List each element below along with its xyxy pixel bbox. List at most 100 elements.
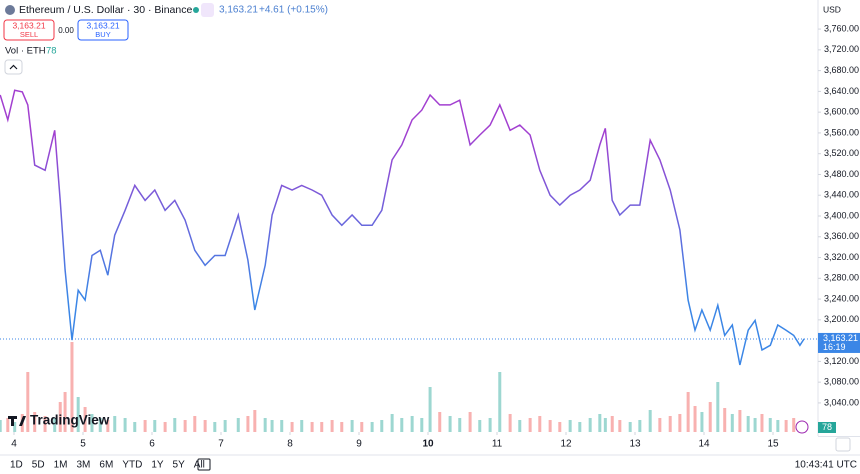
timeframe-button[interactable]: All bbox=[194, 460, 205, 471]
volume-bar bbox=[598, 414, 602, 432]
collapse-button[interactable] bbox=[4, 59, 23, 75]
timeframe-button[interactable]: YTD bbox=[122, 460, 142, 471]
volume-bar bbox=[310, 422, 314, 432]
volume-bar bbox=[776, 420, 780, 432]
volume-bar bbox=[58, 402, 62, 432]
volume-bar bbox=[738, 410, 742, 432]
volume-bar bbox=[213, 422, 217, 432]
y-tick-label: 3,120.00 bbox=[824, 356, 859, 366]
volume-bar bbox=[106, 420, 110, 432]
volume-bar bbox=[760, 414, 764, 432]
volume-bar bbox=[478, 420, 482, 432]
calendar-icon[interactable] bbox=[197, 458, 211, 471]
volume-bar bbox=[746, 416, 750, 432]
header-change: +4.61 (+0.15%) bbox=[259, 5, 328, 16]
x-tick-label: 15 bbox=[767, 439, 779, 450]
y-tick-label: 3,040.00 bbox=[824, 397, 859, 407]
x-tick-label: 11 bbox=[492, 439, 503, 450]
y-tick-label: 3,280.00 bbox=[824, 273, 859, 283]
x-tick-label: 8 bbox=[287, 439, 293, 450]
volume-bar bbox=[400, 418, 404, 432]
volume-bar bbox=[588, 418, 592, 432]
eth-icon bbox=[5, 5, 15, 15]
volume-bar bbox=[253, 410, 257, 432]
y-tick-label: 3,240.00 bbox=[824, 293, 859, 303]
y-tick-label: 3,640.00 bbox=[824, 86, 859, 96]
volume-bar bbox=[330, 420, 334, 432]
volume-bar bbox=[90, 414, 94, 432]
volume-bar bbox=[638, 420, 642, 432]
volume-bar bbox=[223, 420, 227, 432]
y-tick-label: 3,520.00 bbox=[824, 148, 859, 158]
y-tick-label: 3,440.00 bbox=[824, 190, 859, 200]
volume-bar bbox=[360, 422, 364, 432]
volume-bar bbox=[420, 418, 424, 432]
timeframe-button[interactable]: 5Y bbox=[173, 460, 186, 471]
y-tick-label: 3,680.00 bbox=[824, 65, 859, 75]
y-tick-label: 3,560.00 bbox=[824, 127, 859, 137]
volume-bar bbox=[246, 416, 250, 432]
volume-bar bbox=[53, 418, 57, 432]
sell-price: 3,163.21 bbox=[12, 20, 45, 30]
share-icon[interactable] bbox=[201, 3, 214, 17]
volume-bar bbox=[390, 414, 394, 432]
sell-button[interactable] bbox=[3, 19, 55, 41]
timeframe-button[interactable]: 5D bbox=[32, 460, 45, 471]
volume-bar bbox=[370, 422, 374, 432]
volume-bar bbox=[528, 418, 532, 432]
volume-bar bbox=[290, 422, 294, 432]
timeframe-button[interactable]: 6M bbox=[99, 460, 113, 471]
volume-bar bbox=[678, 414, 682, 432]
chart-title: Ethereum / U.S. Dollar · 30 · Binance bbox=[19, 4, 192, 16]
volume-bar bbox=[428, 387, 432, 432]
x-axis-border bbox=[818, 436, 860, 437]
plot-layer bbox=[0, 89, 805, 366]
timeframe-button[interactable]: 1Y bbox=[151, 460, 164, 471]
volume-bar bbox=[458, 418, 462, 432]
y-tick-label: 3,200.00 bbox=[824, 314, 859, 324]
volume-bar bbox=[628, 422, 632, 432]
buy-button[interactable] bbox=[77, 19, 129, 41]
x-tick-label: 7 bbox=[218, 439, 224, 450]
volume-bar bbox=[578, 422, 582, 432]
volume-bar bbox=[83, 407, 87, 432]
volume-title: Vol · ETH bbox=[5, 46, 46, 57]
volume-bar bbox=[270, 420, 274, 432]
replay-icon[interactable] bbox=[795, 420, 809, 434]
volume-bar bbox=[548, 420, 552, 432]
volume-bar bbox=[350, 420, 354, 432]
volume-bar bbox=[686, 392, 690, 432]
volume-bar bbox=[183, 420, 187, 432]
settings-button[interactable] bbox=[835, 437, 851, 452]
volume-bar bbox=[784, 420, 788, 432]
y-tick-label: 3,600.00 bbox=[824, 107, 859, 117]
volume-bar bbox=[98, 418, 102, 432]
timeframe-button[interactable]: 1M bbox=[54, 460, 68, 471]
volume-bar bbox=[768, 418, 772, 432]
y-tick-label: 3,480.00 bbox=[824, 169, 859, 179]
buy-label: BUY bbox=[95, 30, 110, 39]
volume-bar bbox=[708, 402, 712, 432]
volume-bar bbox=[203, 420, 207, 432]
timeframe-bar: 1D 5D 1M 3M 6M YTD 1Y 5Y All bbox=[10, 460, 205, 471]
volume-bar bbox=[123, 418, 127, 432]
y-tick-label: 3,360.00 bbox=[824, 231, 859, 241]
volume-bar bbox=[448, 416, 452, 432]
volume-bar bbox=[280, 420, 284, 432]
volume-bar bbox=[70, 342, 74, 432]
volume-layer bbox=[0, 342, 806, 432]
volume-bar bbox=[76, 397, 80, 432]
x-tick-label: 12 bbox=[560, 439, 572, 450]
volume-bar bbox=[133, 422, 137, 432]
volume-bar bbox=[538, 416, 542, 432]
volume-bar bbox=[263, 418, 267, 432]
y-tick-label: 3,080.00 bbox=[824, 377, 859, 387]
volume-bar bbox=[716, 382, 720, 432]
y-tick-label: 3,400.00 bbox=[824, 210, 859, 220]
timeframe-button[interactable]: 3M bbox=[77, 460, 91, 471]
x-tick-label: 14 bbox=[698, 439, 710, 450]
clock: 10:43:41 UTC bbox=[795, 460, 857, 471]
volume-bar bbox=[33, 412, 37, 432]
timeframe-button[interactable]: 1D bbox=[10, 460, 23, 471]
volume-bar bbox=[723, 408, 727, 432]
